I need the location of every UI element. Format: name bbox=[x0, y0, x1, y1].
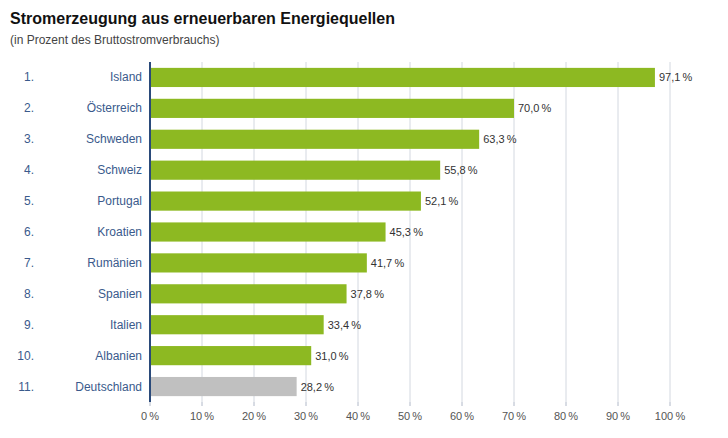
tick-label: 100 % bbox=[655, 410, 686, 422]
bar bbox=[150, 130, 479, 149]
tick-label: 10 % bbox=[190, 410, 214, 422]
rank-label: 5. bbox=[24, 194, 34, 208]
category-label: Island bbox=[110, 70, 142, 84]
category-label: Kroatien bbox=[97, 225, 142, 239]
tick-mark bbox=[254, 402, 255, 406]
category-label: Portugal bbox=[97, 194, 142, 208]
tick-label: 20 % bbox=[242, 410, 266, 422]
bar bbox=[150, 377, 297, 396]
tick-mark bbox=[462, 402, 463, 406]
bar bbox=[150, 315, 324, 334]
category-label: Albanien bbox=[95, 349, 142, 363]
axis-line bbox=[149, 62, 151, 402]
data-label: 33,4 % bbox=[328, 319, 362, 331]
bar bbox=[150, 161, 440, 180]
rank-label: 6. bbox=[24, 225, 34, 239]
category-label: Spanien bbox=[98, 287, 142, 301]
bar bbox=[150, 253, 367, 272]
category-label: Italien bbox=[110, 318, 142, 332]
subtitle: (in Prozent des Bruttostromverbrauchs) bbox=[10, 33, 219, 47]
rank-label: 9. bbox=[24, 318, 34, 332]
rank-label: 1. bbox=[24, 70, 34, 84]
chart: Stromerzeugung aus erneuerbaren Energieq… bbox=[0, 0, 728, 438]
category-label: Deutschland bbox=[75, 380, 142, 394]
tick-mark bbox=[150, 402, 151, 406]
category-label: Schweiz bbox=[97, 163, 142, 177]
data-label: 63,3 % bbox=[483, 133, 517, 145]
tick-mark bbox=[566, 402, 567, 406]
rank-label: 10. bbox=[17, 349, 34, 363]
tick-label: 70 % bbox=[502, 410, 526, 422]
rank-label: 11. bbox=[18, 380, 34, 394]
data-label: 31,0 % bbox=[315, 350, 349, 362]
bar bbox=[150, 346, 311, 365]
grid-line bbox=[566, 62, 567, 402]
grid-line bbox=[670, 62, 671, 402]
data-label: 41,7 % bbox=[371, 257, 405, 269]
rank-label: 3. bbox=[24, 132, 34, 146]
background bbox=[0, 0, 728, 438]
data-label: 52,1 % bbox=[425, 195, 459, 207]
grid-line bbox=[618, 62, 619, 402]
tick-label: 60 % bbox=[450, 410, 474, 422]
tick-mark bbox=[514, 402, 515, 406]
bar bbox=[150, 284, 347, 303]
tick-label: 90 % bbox=[606, 410, 630, 422]
rank-label: 7. bbox=[24, 256, 34, 270]
title: Stromerzeugung aus erneuerbaren Energieq… bbox=[10, 10, 395, 27]
tick-mark bbox=[410, 402, 411, 406]
tick-mark bbox=[670, 402, 671, 406]
category-label: Schweden bbox=[86, 132, 142, 146]
rank-label: 4. bbox=[24, 163, 34, 177]
tick-label: 30 % bbox=[294, 410, 318, 422]
bar bbox=[150, 99, 514, 118]
bar bbox=[150, 222, 386, 241]
data-label: 28,2 % bbox=[301, 381, 335, 393]
grid bbox=[150, 62, 670, 402]
data-label: 45,3 % bbox=[390, 226, 424, 238]
rank-label: 8. bbox=[24, 287, 34, 301]
tick-label: 80 % bbox=[554, 410, 578, 422]
tick-mark bbox=[202, 402, 203, 406]
tick-mark bbox=[358, 402, 359, 406]
data-label: 37,8 % bbox=[351, 288, 385, 300]
data-label: 97,1 % bbox=[659, 71, 693, 83]
bar bbox=[150, 68, 655, 87]
bars bbox=[150, 68, 655, 396]
bar bbox=[150, 192, 421, 211]
tick-mark bbox=[306, 402, 307, 406]
data-label: 55,8 % bbox=[444, 164, 478, 176]
grid-line bbox=[150, 62, 151, 402]
category-label: Rumänien bbox=[87, 256, 142, 270]
rank-label: 2. bbox=[24, 101, 34, 115]
tick-label: 40 % bbox=[346, 410, 370, 422]
tick-label: 50 % bbox=[398, 410, 422, 422]
tick-mark bbox=[618, 402, 619, 406]
tick-label: 0 % bbox=[141, 410, 159, 422]
data-label: 70,0 % bbox=[518, 102, 552, 114]
category-label: Österreich bbox=[87, 101, 142, 115]
